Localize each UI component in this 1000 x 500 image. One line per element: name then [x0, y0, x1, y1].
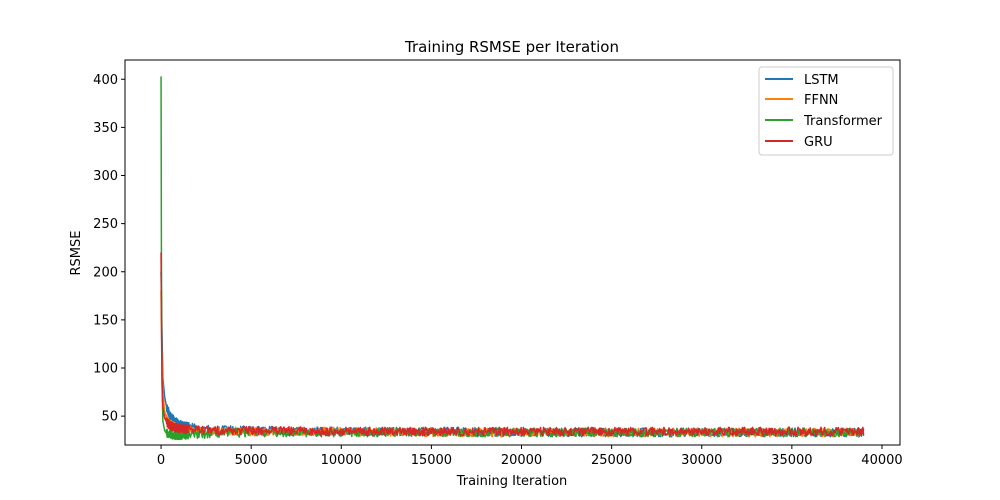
x-tick-label: 0 — [157, 453, 165, 468]
x-tick-label: 10000 — [321, 453, 362, 468]
x-tick-label: 35000 — [771, 453, 812, 468]
y-axis-ticks: 50 100 150 200 250 300 350 400 — [93, 73, 125, 425]
y-tick-label: 50 — [101, 410, 118, 425]
y-axis-label: RSMSE — [69, 231, 84, 276]
series-line-transformer — [160, 76, 865, 441]
series-line-gru — [160, 252, 865, 437]
x-tick-label: 25000 — [591, 453, 632, 468]
x-tick-label: 40000 — [861, 453, 902, 468]
x-axis-ticks: 0 5000 10000 15000 20000 25000 30000 35000 40000 — [157, 445, 903, 468]
legend-label-transformer: Transformer — [803, 114, 883, 129]
chart-title: Training RSMSE per Iteration — [404, 38, 619, 56]
y-tick-label: 200 — [93, 265, 118, 280]
y-tick-label: 400 — [93, 73, 118, 88]
legend-label-ffnn: FFNN — [804, 93, 838, 108]
x-tick-label: 5000 — [235, 453, 268, 468]
y-tick-label: 250 — [93, 217, 118, 232]
x-tick-label: 20000 — [501, 453, 542, 468]
y-tick-label: 150 — [93, 313, 118, 328]
y-tick-label: 100 — [93, 362, 118, 377]
legend-label-lstm: LSTM — [804, 73, 839, 88]
x-tick-label: 30000 — [681, 453, 722, 468]
plot-frame — [124, 59, 901, 446]
x-axis-label: Training Iteration — [456, 474, 568, 489]
legend: LSTM FFNN Transformer GRU — [758, 66, 894, 156]
y-tick-label: 300 — [93, 169, 118, 184]
legend-box — [758, 66, 894, 156]
y-tick-label: 350 — [93, 121, 118, 136]
series-layer — [160, 76, 865, 441]
x-tick-label: 15000 — [411, 453, 452, 468]
legend-label-gru: GRU — [804, 135, 833, 150]
